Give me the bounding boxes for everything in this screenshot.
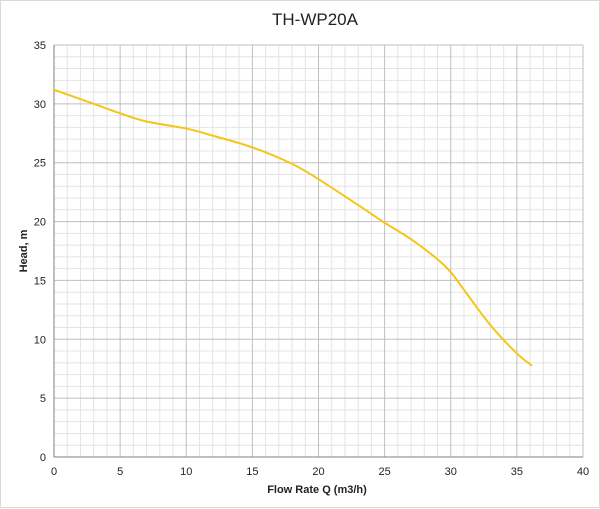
y-tick-label: 0 [40,452,46,464]
x-tick-label: 15 [246,466,258,478]
y-axis-ticks: 0 5 10 15 20 25 30 35 [34,40,46,464]
x-tick-label: 0 [51,466,57,478]
x-tick-label: 30 [445,466,457,478]
x-tick-label: 10 [180,466,192,478]
y-tick-label: 35 [34,40,46,52]
x-axis-ticks: 0 5 10 15 20 25 30 35 40 [51,466,589,478]
axes [53,45,583,458]
x-tick-label: 40 [577,466,589,478]
x-tick-label: 5 [117,466,123,478]
y-tick-label: 20 [34,217,46,229]
y-tick-label: 30 [34,99,46,111]
x-tick-label: 25 [379,466,391,478]
chart-title: TH-WP20A [272,10,359,29]
y-axis-label: Head, m [18,229,30,272]
y-tick-label: 15 [34,275,46,287]
x-tick-label: 35 [511,466,523,478]
y-tick-label: 10 [34,334,46,346]
x-tick-label: 20 [312,466,324,478]
y-tick-label: 25 [34,158,46,170]
head-curve-line [53,88,533,367]
x-axis-label: Flow Rate Q (m3/h) [267,484,367,496]
y-tick-label: 5 [40,393,46,405]
series-group [53,88,533,367]
